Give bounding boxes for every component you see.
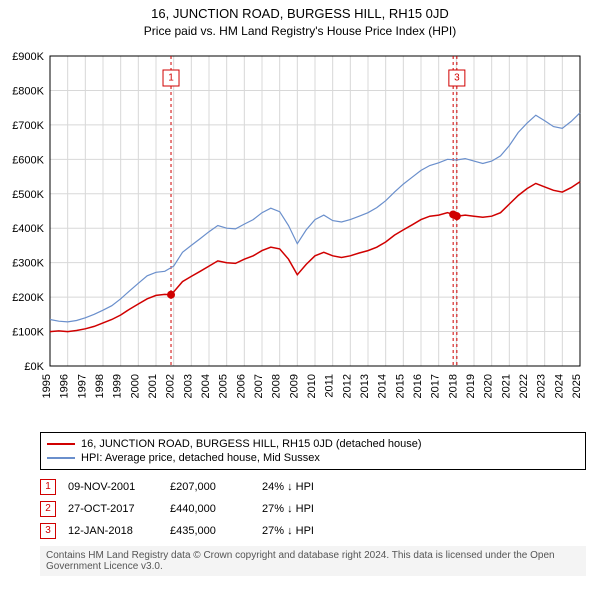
x-axis-label: 2019 (465, 374, 477, 398)
x-axis-label: 1999 (112, 374, 124, 398)
sales-table-row: 3 12-JAN-2018 £435,000 27% ↓ HPI (40, 520, 586, 542)
y-axis-label: £600K (12, 154, 44, 166)
x-axis-label: 2004 (200, 374, 212, 398)
x-axis-label: 2017 (430, 374, 442, 398)
sale-marker-label: 1 (168, 73, 174, 84)
x-axis-label: 2015 (394, 374, 406, 398)
page-subtitle: Price paid vs. HM Land Registry's House … (0, 21, 600, 46)
x-axis-label: 2006 (235, 374, 247, 398)
x-axis-label: 2001 (147, 374, 159, 398)
x-axis-label: 2007 (253, 374, 265, 398)
y-axis-label: £500K (12, 189, 44, 201)
y-axis-label: £400K (12, 223, 44, 235)
x-axis-label: 1998 (94, 374, 106, 398)
y-axis-label: £100K (12, 327, 44, 339)
legend-swatch (47, 443, 75, 445)
sales-table-row: 1 09-NOV-2001 £207,000 24% ↓ HPI (40, 476, 586, 498)
sale-date: 12-JAN-2018 (68, 525, 158, 537)
sale-date: 27-OCT-2017 (68, 503, 158, 515)
y-axis-label: £0K (24, 361, 44, 373)
sale-marker-box: 3 (40, 523, 56, 539)
y-axis-label: £700K (12, 120, 44, 132)
sale-date: 09-NOV-2001 (68, 481, 158, 493)
sale-price: £207,000 (170, 481, 250, 493)
legend-label: 16, JUNCTION ROAD, BURGESS HILL, RH15 0J… (81, 438, 422, 450)
legend-label: HPI: Average price, detached house, Mid … (81, 452, 320, 464)
page-title: 16, JUNCTION ROAD, BURGESS HILL, RH15 0J… (0, 0, 600, 21)
y-axis-label: £800K (12, 85, 44, 97)
x-axis-label: 2005 (218, 374, 230, 398)
x-axis-label: 2002 (165, 374, 177, 398)
sale-marker-box: 1 (40, 479, 56, 495)
x-axis-label: 2025 (571, 374, 583, 398)
footer-attribution: Contains HM Land Registry data © Crown c… (40, 546, 586, 576)
sale-price: £440,000 (170, 503, 250, 515)
x-axis-label: 2008 (271, 374, 283, 398)
sale-marker-label: 3 (454, 73, 460, 84)
y-axis-label: £900K (12, 51, 44, 63)
x-axis-label: 2012 (341, 374, 353, 398)
legend-swatch (47, 457, 75, 459)
x-axis-label: 2000 (129, 374, 141, 398)
sale-hpi-delta: 24% ↓ HPI (262, 481, 352, 493)
sale-hpi-delta: 27% ↓ HPI (262, 525, 352, 537)
x-axis-label: 2016 (412, 374, 424, 398)
x-axis-label: 2018 (447, 374, 459, 398)
x-axis-label: 1995 (41, 374, 53, 398)
sales-table-row: 2 27-OCT-2017 £440,000 27% ↓ HPI (40, 498, 586, 520)
legend-item: HPI: Average price, detached house, Mid … (47, 451, 579, 465)
x-axis-label: 2014 (377, 374, 389, 398)
x-axis-label: 2022 (518, 374, 530, 398)
y-axis-label: £300K (12, 258, 44, 270)
x-axis-label: 2011 (324, 374, 336, 398)
x-axis-label: 2003 (182, 374, 194, 398)
x-axis-label: 2009 (288, 374, 300, 398)
x-axis-label: 2010 (306, 374, 318, 398)
sales-table: 1 09-NOV-2001 £207,000 24% ↓ HPI 2 27-OCT-201… (40, 476, 586, 542)
legend-item: 16, JUNCTION ROAD, BURGESS HILL, RH15 0J… (47, 437, 579, 451)
x-axis-label: 2013 (359, 374, 371, 398)
x-axis-label: 2021 (500, 374, 512, 398)
sale-marker-box: 2 (40, 501, 56, 517)
legend: 16, JUNCTION ROAD, BURGESS HILL, RH15 0J… (40, 432, 586, 470)
y-axis-label: £200K (12, 292, 44, 304)
x-axis-label: 2024 (553, 374, 565, 398)
sale-hpi-delta: 27% ↓ HPI (262, 503, 352, 515)
x-axis-label: 2020 (483, 374, 495, 398)
price-chart: £0K £100K £200K £300K £400K £500K £600K £700K £8… (0, 46, 600, 426)
x-axis-label: 1997 (76, 374, 88, 398)
sale-price: £435,000 (170, 525, 250, 537)
x-axis-label: 1996 (59, 374, 71, 398)
x-axis-label: 2023 (536, 374, 548, 398)
